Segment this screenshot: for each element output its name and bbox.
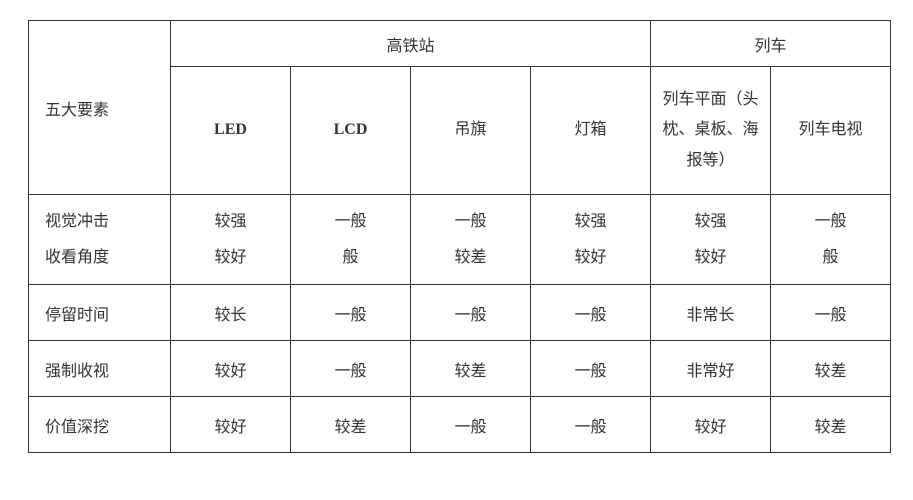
cell-val: 较好 <box>651 240 770 275</box>
cell: 较好 <box>651 397 771 453</box>
cell: 一般 <box>531 341 651 397</box>
cell: 一般 <box>411 285 531 341</box>
col-header-lcd: LCD <box>291 67 411 195</box>
row-label: 停留时间 <box>29 285 171 341</box>
col-header-train-tv: 列车电视 <box>771 67 891 195</box>
cell: 一般 <box>531 397 651 453</box>
row-label-b: 收看角度 <box>45 240 170 275</box>
cell: 较差 <box>771 341 891 397</box>
cell-val: 较强 <box>171 204 290 239</box>
cell-val: 较强 <box>531 204 650 239</box>
cell: 较强较好 <box>531 195 651 285</box>
row-forced-view: 强制收视 较好 一般 较差 一般 非常好 较差 <box>29 341 891 397</box>
row-value-dig: 价值深挖 较好 较差 一般 一般 较好 较差 <box>29 397 891 453</box>
row-label: 价值深挖 <box>29 397 171 453</box>
cell: 一般 <box>291 341 411 397</box>
cell: 较差 <box>291 397 411 453</box>
cell: 较好 <box>171 341 291 397</box>
cell: 一般般 <box>771 195 891 285</box>
col-group-station: 高铁站 <box>171 21 651 67</box>
cell-val: 一般 <box>291 204 410 239</box>
cell-val: 般 <box>771 240 890 275</box>
cell: 较长 <box>171 285 291 341</box>
cell-val: 较好 <box>171 240 290 275</box>
cell: 较好 <box>171 397 291 453</box>
cell-val: 较好 <box>531 240 650 275</box>
row-header-label: 五大要素 <box>29 21 171 195</box>
row-label: 强制收视 <box>29 341 171 397</box>
cell-val: 一般 <box>411 204 530 239</box>
col-group-train: 列车 <box>651 21 891 67</box>
cell: 非常长 <box>651 285 771 341</box>
cell: 较强较好 <box>171 195 291 285</box>
row-label: 视觉冲击 收看角度 <box>29 195 171 285</box>
cell: 较差 <box>411 341 531 397</box>
row-visual-angle: 视觉冲击 收看角度 较强较好 一般般 一般较差 较强较好 较强较好 一般般 <box>29 195 891 285</box>
cell: 较强较好 <box>651 195 771 285</box>
col-header-train-flat: 列车平面（头枕、桌板、海报等） <box>651 67 771 195</box>
cell: 一般较差 <box>411 195 531 285</box>
comparison-table: 五大要素 高铁站 列车 LED LCD 吊旗 灯箱 列车平面（头枕、桌板、海报等… <box>28 20 891 453</box>
row-stay-time: 停留时间 较长 一般 一般 一般 非常长 一般 <box>29 285 891 341</box>
col-header-banner: 吊旗 <box>411 67 531 195</box>
cell-val: 较强 <box>651 204 770 239</box>
header-row-groups: 五大要素 高铁站 列车 <box>29 21 891 67</box>
cell-val: 一般 <box>771 204 890 239</box>
cell: 一般 <box>411 397 531 453</box>
cell: 一般 <box>771 285 891 341</box>
cell: 一般般 <box>291 195 411 285</box>
row-label-a: 视觉冲击 <box>45 204 170 239</box>
cell-val: 般 <box>291 240 410 275</box>
cell: 较差 <box>771 397 891 453</box>
col-header-lightbox: 灯箱 <box>531 67 651 195</box>
cell-val: 较差 <box>411 240 530 275</box>
cell: 一般 <box>531 285 651 341</box>
col-header-led: LED <box>171 67 291 195</box>
cell: 非常好 <box>651 341 771 397</box>
cell: 一般 <box>291 285 411 341</box>
